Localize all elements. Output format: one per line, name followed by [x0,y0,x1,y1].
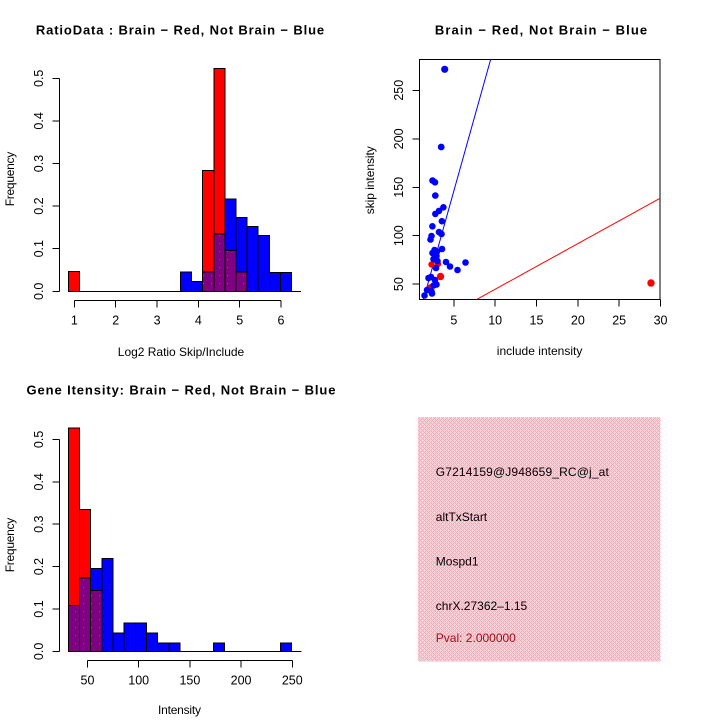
svg-text:0.3: 0.3 [32,515,46,532]
svg-text:15: 15 [530,314,544,328]
svg-text:100: 100 [128,674,149,688]
svg-text:Mospd1: Mospd1 [436,554,479,568]
svg-text:0.0: 0.0 [32,643,46,660]
svg-text:0.3: 0.3 [32,155,46,172]
svg-text:3: 3 [154,314,161,328]
svg-text:25: 25 [612,314,626,328]
svg-text:20: 20 [571,314,585,328]
svg-text:0.1: 0.1 [32,600,46,617]
svg-text:250: 250 [282,674,303,688]
svg-text:2: 2 [112,314,119,328]
svg-text:4: 4 [195,314,202,328]
svg-text:include intensity: include intensity [497,344,583,358]
svg-text:50: 50 [81,674,95,688]
svg-text:chrX.27362–1.15: chrX.27362–1.15 [436,599,528,613]
svg-text:Intensity: Intensity [158,703,201,717]
svg-text:G7214159@J948659_RC@j_at: G7214159@J948659_RC@j_at [436,465,610,479]
svg-text:0.2: 0.2 [32,197,46,214]
svg-text:skip intensity: skip intensity [363,146,377,214]
svg-text:0.1: 0.1 [32,240,46,257]
svg-text:Frequency: Frequency [3,518,17,573]
svg-text:0.4: 0.4 [32,112,46,129]
svg-text:10: 10 [488,314,502,328]
svg-text:RatioData : Brain − Red, Not B: RatioData : Brain − Red, Not Brain − Blu… [36,23,324,38]
svg-text:0.5: 0.5 [32,70,46,87]
svg-text:50: 50 [392,277,406,291]
svg-text:200: 200 [231,674,252,688]
svg-text:Gene Itensity: Brain − Red, No: Gene Itensity: Brain − Red, Not Brain − … [27,383,336,398]
svg-text:6: 6 [278,314,285,328]
svg-text:150: 150 [179,674,200,688]
svg-text:0.0: 0.0 [32,283,46,300]
svg-text:Brain − Red, Not Brain − Blue: Brain − Red, Not Brain − Blue [435,23,647,38]
svg-text:150: 150 [392,177,406,198]
svg-text:0.2: 0.2 [32,558,46,575]
svg-text:altTxStart: altTxStart [436,510,488,524]
svg-text:Frequency: Frequency [3,152,17,207]
svg-text:0.5: 0.5 [32,431,46,448]
svg-text:0.4: 0.4 [32,473,46,490]
svg-text:Log2 Ratio Skip/Include: Log2 Ratio Skip/Include [118,345,245,359]
svg-text:Pval: 2.000000: Pval: 2.000000 [436,631,516,645]
svg-text:1: 1 [71,314,78,328]
svg-text:30: 30 [654,314,668,328]
svg-text:100: 100 [392,225,406,246]
svg-text:200: 200 [392,128,406,149]
svg-text:5: 5 [236,314,243,328]
svg-text:250: 250 [392,80,406,101]
svg-text:5: 5 [450,314,457,328]
